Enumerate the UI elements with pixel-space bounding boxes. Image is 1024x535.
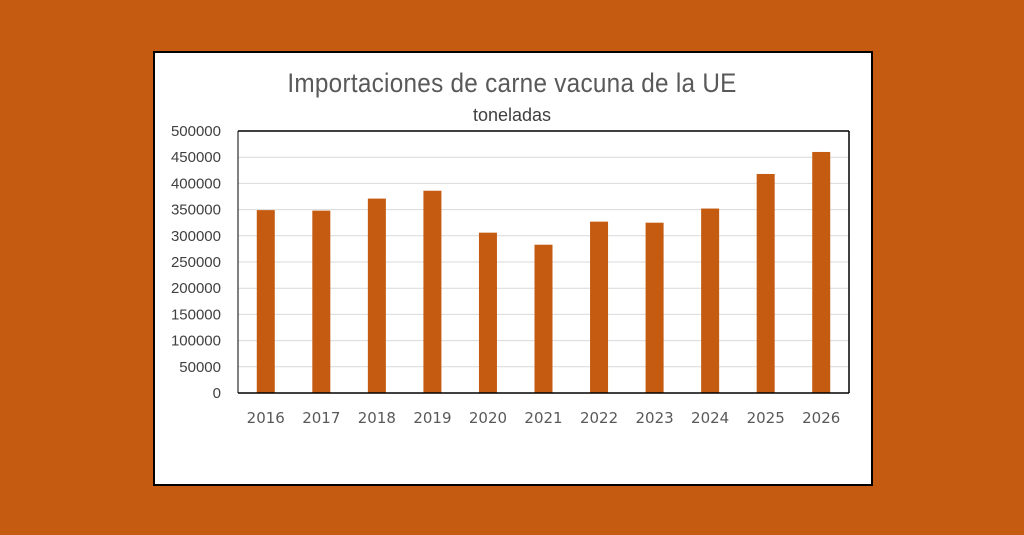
x-tick-label: 2020 (469, 409, 507, 427)
chart-title: Importaciones de carne vacuna de la UE (287, 68, 737, 98)
chart-subtitle: toneladas (472, 105, 552, 125)
x-tick-label: 2016 (247, 409, 285, 427)
bar (756, 173, 775, 393)
bar (478, 232, 497, 393)
bar (367, 198, 386, 393)
x-tick-label: 2021 (524, 409, 562, 427)
y-tick-label: 250000 (171, 254, 221, 271)
x-tick-label: 2025 (747, 409, 785, 427)
x-tick-label: 2024 (691, 409, 729, 427)
bar (423, 190, 442, 393)
bar (812, 151, 831, 393)
y-tick-label: 200000 (171, 280, 221, 297)
x-tick-label: 2026 (802, 409, 840, 427)
y-tick-label: 350000 (171, 202, 221, 219)
x-tick-label: 2019 (413, 409, 451, 427)
x-tick-label: 2017 (302, 409, 340, 427)
y-tick-label: 50000 (179, 359, 221, 376)
y-tick-label: 400000 (171, 175, 221, 192)
x-tick-label: 2022 (580, 409, 618, 427)
y-tick-label: 100000 (171, 333, 221, 350)
x-tick-label: 2023 (635, 409, 673, 427)
bar (256, 210, 275, 393)
y-tick-label: 450000 (171, 149, 221, 166)
bar (590, 221, 609, 393)
bar (534, 244, 553, 393)
y-tick-label: 150000 (171, 306, 221, 323)
bar (312, 210, 331, 393)
y-tick-label: 300000 (171, 228, 221, 245)
bar (701, 208, 720, 393)
y-tick-label: 0 (213, 385, 221, 402)
x-tick-label: 2018 (358, 409, 396, 427)
bar (645, 222, 664, 393)
y-tick-label: 500000 (171, 123, 221, 140)
